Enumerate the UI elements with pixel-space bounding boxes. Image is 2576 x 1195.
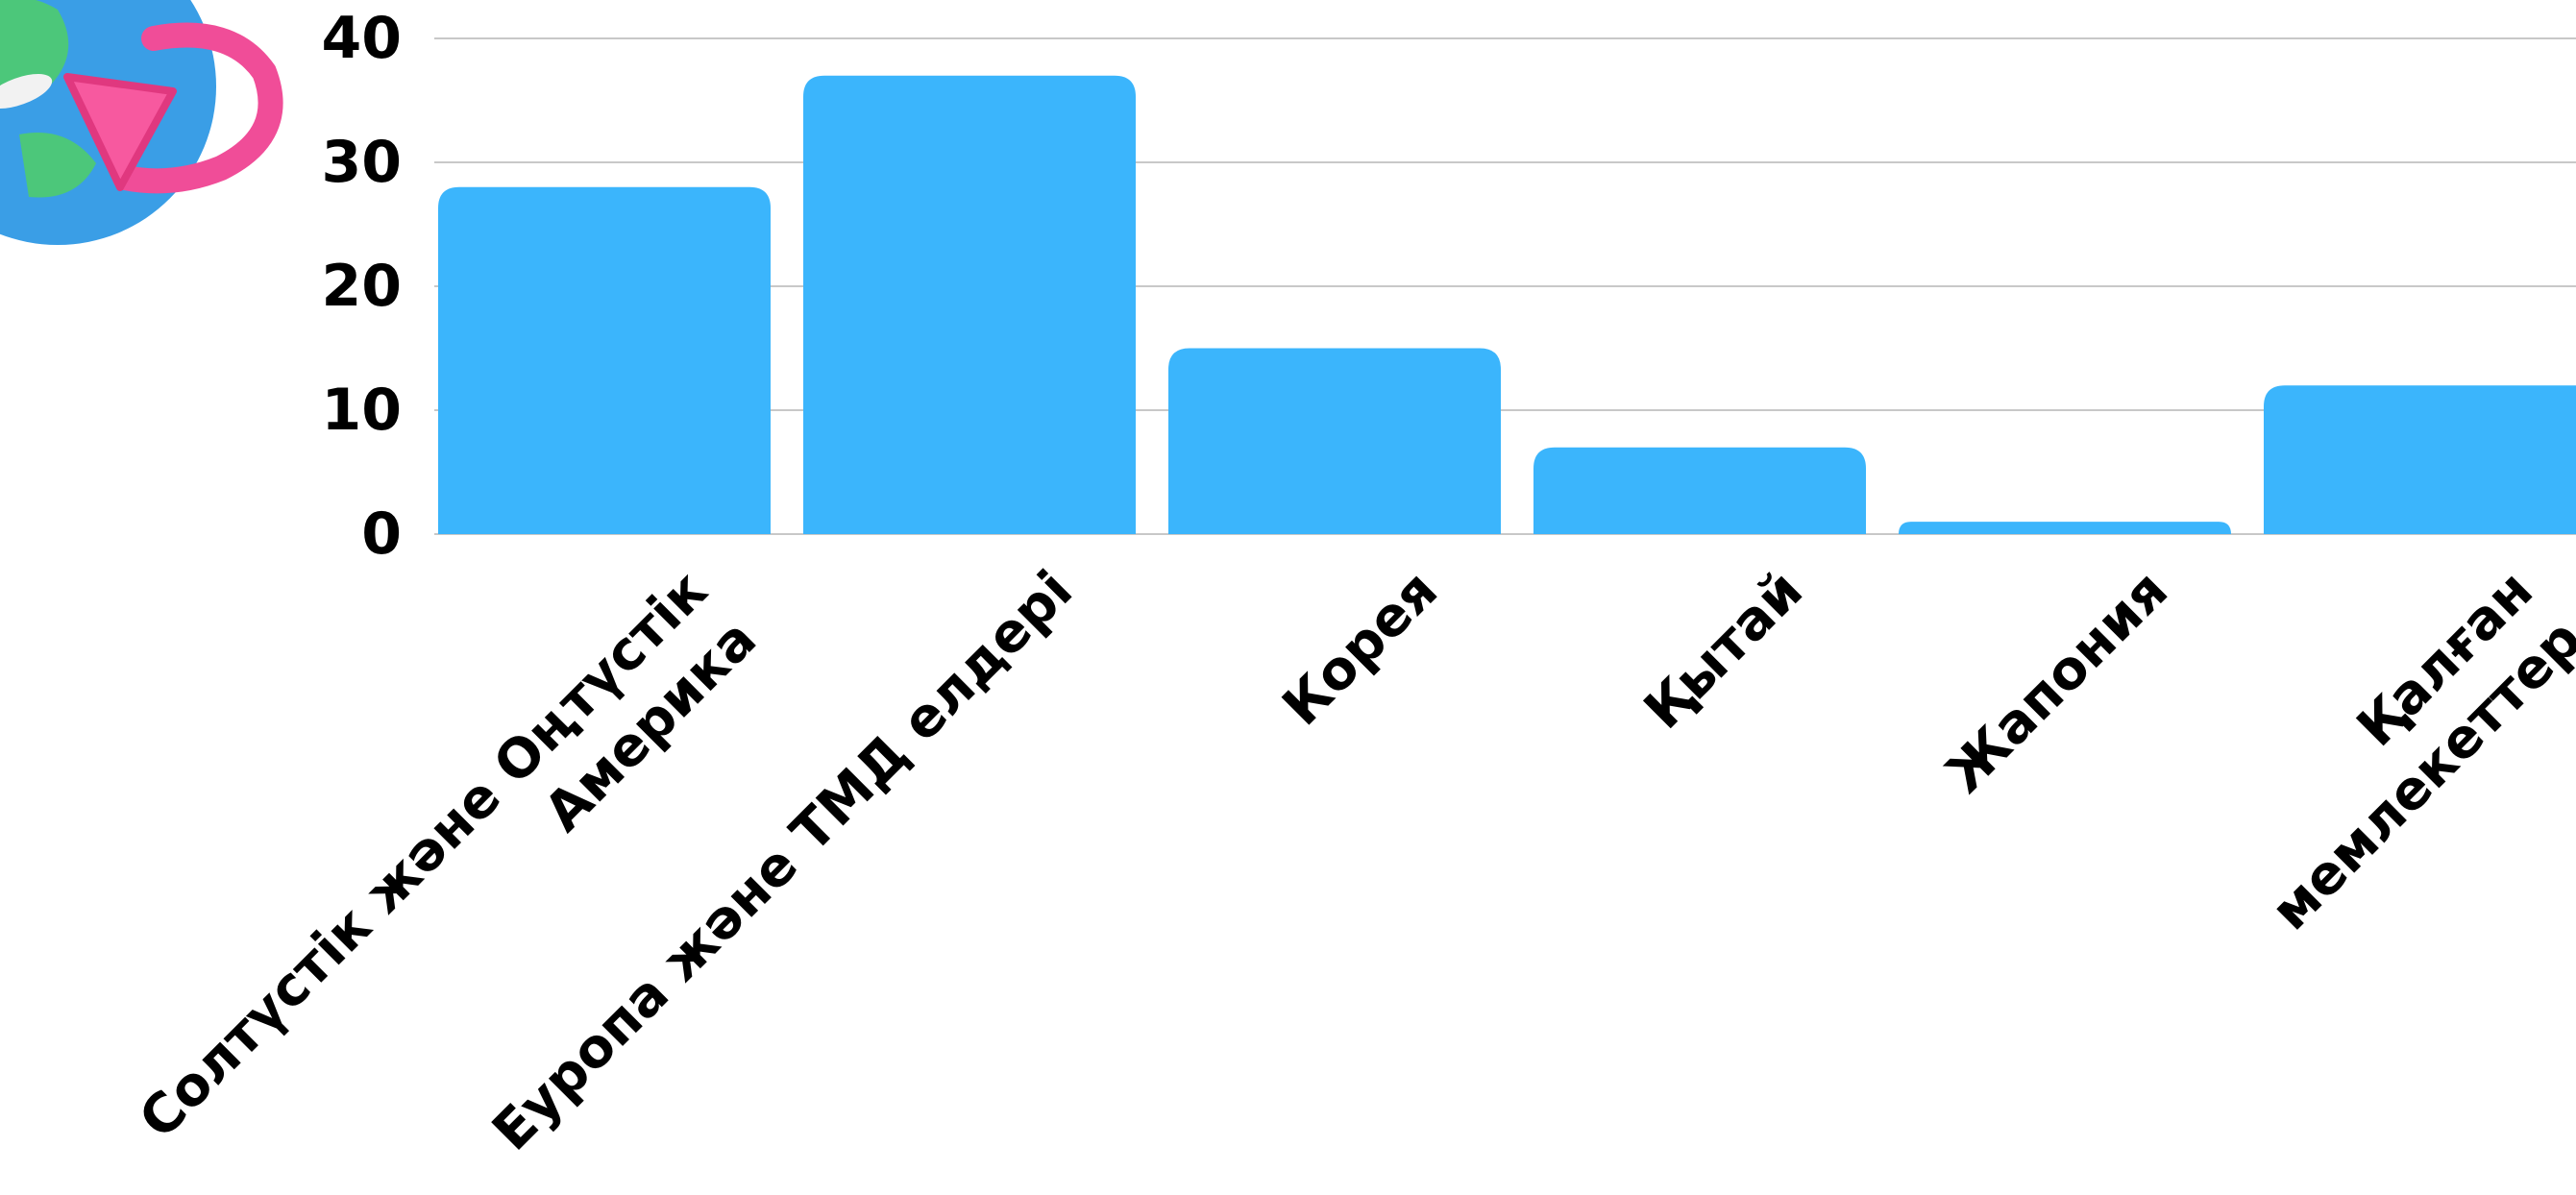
bar xyxy=(2264,385,2576,534)
x-tick-label-line: Солтүстік және Оңтүстік xyxy=(128,559,720,1151)
y-axis-ticks: 0 10 20 30 40 xyxy=(322,5,403,568)
x-tick-label: Солтүстік және ОңтүстікАмерика xyxy=(128,559,769,1195)
y-tick-label: 10 xyxy=(322,377,403,444)
x-tick-label-line: Корея xyxy=(1271,559,1450,738)
globe-with-airplane-icon xyxy=(0,0,283,245)
bar xyxy=(438,186,771,535)
x-tick-label: Еуропа және ТМД елдері xyxy=(480,559,1085,1163)
x-tick-label-line: Жапония xyxy=(1934,559,2180,805)
y-tick-label: 40 xyxy=(322,5,403,72)
x-tick-label: Қалғанмемлекеттер xyxy=(2211,559,2576,942)
y-tick-label: 0 xyxy=(361,500,402,568)
x-tick-label-line: Қытай xyxy=(1632,559,1815,742)
gridlines xyxy=(434,37,2576,535)
x-tick-label-line: Еуропа және ТМД елдері xyxy=(480,559,1085,1163)
bar xyxy=(1899,522,2231,534)
y-tick-label: 30 xyxy=(322,129,403,196)
bar xyxy=(1533,447,1866,534)
bar xyxy=(1168,348,1501,534)
x-tick-label: Қытай xyxy=(1632,559,1815,742)
bars xyxy=(438,75,2576,535)
x-tick-label: Корея xyxy=(1271,559,1450,738)
y-tick-label: 20 xyxy=(322,253,403,320)
x-tick-label: Жапония xyxy=(1934,559,2180,805)
bar xyxy=(803,75,1136,534)
